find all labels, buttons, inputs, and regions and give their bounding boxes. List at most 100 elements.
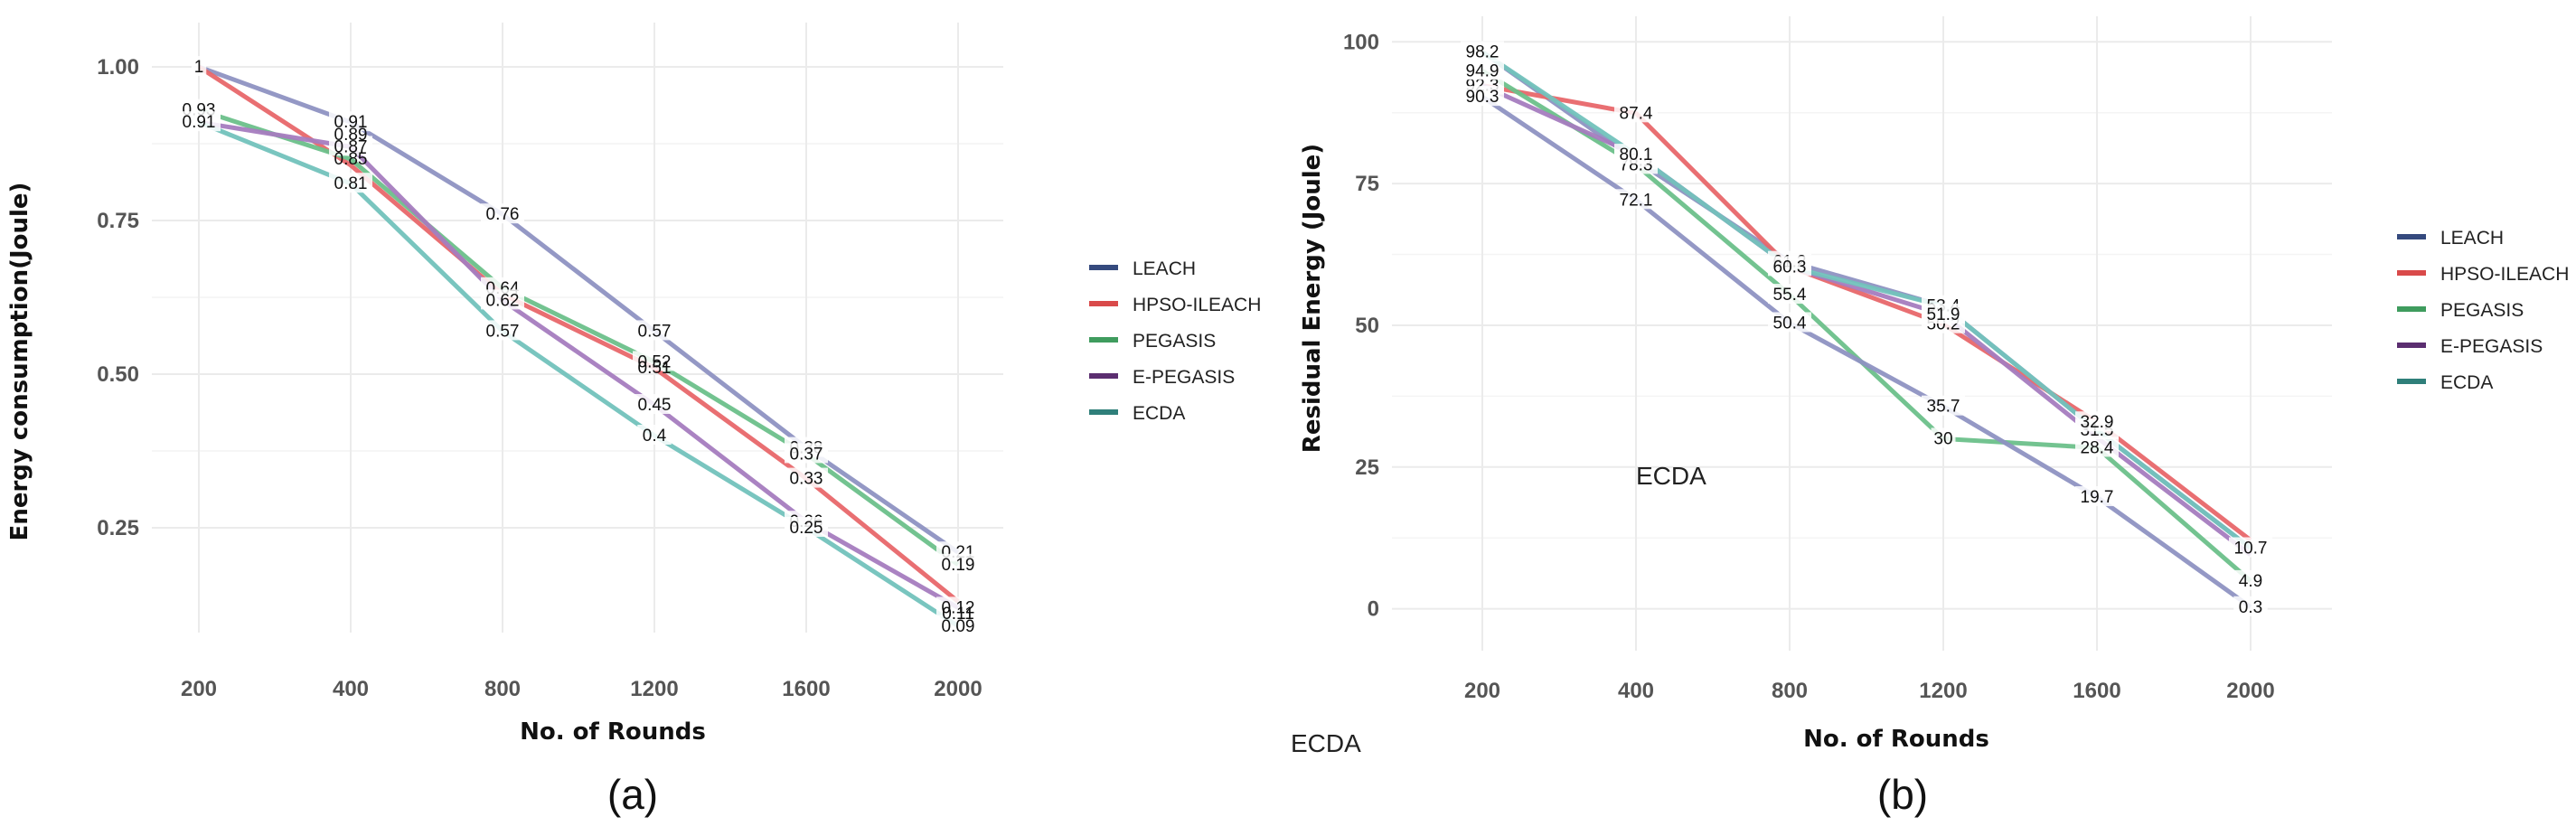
panel-b-data-label: 28.4 (2081, 438, 2114, 457)
panel-b-annotation-ecda: ECDA (1636, 462, 1706, 490)
panel-b-data-label-bg (1922, 395, 1965, 416)
panel-b-x-tick-label-2: 800 (1772, 679, 1808, 703)
panel-a-data-label-bg (936, 615, 980, 635)
panel-a-data-label-bg (191, 56, 207, 76)
panel-b-annotation-ecda-bottom: ECDA (1291, 729, 1361, 757)
panel-b-data-label: 32.9 (2081, 413, 2114, 432)
panel-a-y-tick-label-2: 0.75 (97, 209, 139, 233)
panel-a-legend-label-pegasis: PEGASIS (1133, 331, 1216, 352)
panel-a-data-label-bg (329, 136, 372, 156)
panel-a-legend-label-hpso-ileach: HPSO-ILEACH (1133, 295, 1261, 315)
panel-b-data-label: 19.7 (2081, 488, 2114, 507)
panel-a-data-label-bg (936, 596, 980, 617)
panel-a-x-axis-title: No. of Rounds (520, 718, 706, 746)
panel-a-x-tick-label-2: 800 (484, 677, 521, 701)
panel-a-series-line-pegasis (198, 108, 960, 567)
panel-a-data-label: 0.4 (643, 427, 667, 446)
panel-b-series-line-e-pegasis (1481, 83, 2252, 558)
panel-b-data-label-bg (1768, 284, 1811, 305)
panel-b-series-line-ecda (1481, 50, 2252, 550)
panel-b-data-label-bg (1614, 102, 1658, 123)
panel-b-legend-label-pegasis: PEGASIS (2440, 300, 2524, 321)
panel-a-data-label: 0.52 (638, 352, 672, 371)
panel-b-data-label-bg (1768, 312, 1811, 333)
panel-b-x-tick-label-4: 1600 (2073, 679, 2120, 703)
panel-b-data-label-bg (2233, 596, 2268, 616)
panel-a-x-tick-label-1: 400 (333, 677, 369, 701)
panel-b-data-label-bg (2075, 411, 2119, 432)
panel-a-extra-data-label: 0.11 (942, 605, 974, 624)
panel-b-legend-label-e-pegasis: E-PEGASIS (2440, 336, 2543, 357)
panel-b-data-label-bg (1768, 256, 1811, 277)
panel-b-data-label-bg (1614, 189, 1658, 210)
panel-a-data-label-bg (633, 394, 676, 414)
panel-a-label: (a) (607, 771, 658, 818)
panel-a-series-line-e-pegasis (198, 119, 960, 610)
panel-a-data-label: 0.09 (942, 617, 975, 636)
panel-a-extra-data-label: 0.51 (638, 359, 672, 378)
panel-a-data-label-bg (785, 517, 828, 537)
panel-b-data-label: 4.9 (2239, 572, 2262, 591)
panel-b-y-tick-label-0: 0 (1368, 597, 1379, 622)
panel-a-extra-data-label: 0.89 (334, 126, 368, 145)
panel-a-data-label-bg (637, 425, 672, 445)
panel-a-data-label: 0.19 (942, 556, 975, 575)
panel-b-x-tick-label-3: 1200 (1919, 679, 1967, 703)
panel-b-data-label: 98.2 (1466, 43, 1500, 62)
panel-b-legend-label-ecda: ECDA (2440, 372, 2493, 393)
panel-b-data-label: 50.4 (1773, 314, 1807, 333)
panel-a-data-label-bg (481, 203, 524, 224)
panel-a-data-label-bg (329, 111, 372, 132)
panel-b-data-label-bg (2233, 569, 2268, 590)
panel-b-x-axis-title: No. of Rounds (1803, 726, 1989, 753)
panel-a-y-tick-label-1: 0.50 (97, 362, 139, 387)
panel-a-data-label: 0.57 (638, 322, 672, 341)
panel-a-data-label: 0.12 (942, 598, 975, 617)
panel-a-data-label-bg (329, 173, 372, 193)
panel-a-x-tick-label-4: 1600 (782, 677, 830, 701)
panel-a-legend-label-ecda: ECDA (1133, 403, 1185, 424)
panel-b-data-label-bg (1931, 427, 1956, 448)
panel-b-y-tick-label-4: 100 (1343, 30, 1379, 54)
panel-b-x-tick-label-0: 200 (1464, 679, 1500, 703)
panel-b-data-label: 30 (1933, 429, 1952, 448)
panel-b-data-label: 0.3 (2239, 598, 2262, 617)
panel-b-data-label-bg (2229, 537, 2272, 558)
panel-a-legend-label-e-pegasis: E-PEGASIS (1133, 367, 1235, 388)
panel-a-x-tick-label-0: 200 (181, 677, 217, 701)
panel-a-data-label: 0.87 (334, 137, 368, 156)
panel-a-legend-label-leach: LEACH (1133, 258, 1196, 279)
panel-b-data-label: 90.3 (1466, 88, 1500, 107)
panel-b-x-tick-label-5: 2000 (2226, 679, 2274, 703)
panel-b-series-line-hpso-ileach (1481, 83, 2252, 542)
panel-b-data-label-bg (1461, 41, 1504, 61)
panel-a-data-label: 0.81 (334, 174, 368, 193)
panel-b-data-label-bg (2075, 486, 2119, 507)
panel-b-data-label-bg (1461, 86, 1504, 107)
panel-a-data-label: 0.91 (334, 113, 368, 132)
panel-a-data-label-bg (785, 467, 828, 488)
panel-a-data-label: 0.45 (638, 396, 672, 415)
panel-b-data-label: 72.1 (1620, 191, 1653, 210)
panel-a-extra-data-label: 0.85 (334, 150, 368, 169)
chart-panel-b: 025507510020040080012001600200098.279.16… (1343, 16, 2332, 703)
panel-a-data-label: 0.33 (790, 470, 823, 489)
chart-panel-a: 0.25 0.50 0.75 1.00 200 400 800 1200 1600 2000 1 0.… (97, 23, 1003, 701)
panel-b-y-tick-label-2: 50 (1355, 314, 1379, 338)
panel-b-x-tick-label-1: 400 (1618, 679, 1654, 703)
panel-b-data-label: 55.4 (1773, 286, 1807, 305)
panel-a-data-label: 0.91 (183, 113, 216, 132)
panel-a-x-tick-label-5: 2000 (934, 677, 982, 701)
panel-a-data-label: 0.37 (790, 445, 823, 464)
panel-b-y-tick-label-3: 75 (1355, 172, 1379, 196)
panel-a-data-label-bg (785, 443, 828, 464)
panel-a-y-tick-label-0: 0.25 (97, 516, 139, 540)
panel-b-legend-label-leach: LEACH (2440, 228, 2504, 249)
panel-b-data-label-bg (1614, 144, 1658, 164)
panel-a-data-label: 0.25 (790, 519, 823, 538)
panel-a-data-label: 0.62 (486, 291, 520, 310)
panel-b-data-label-bg (1922, 304, 1965, 324)
panel-a-data-label-bg (481, 289, 524, 310)
panel-a-data-label: 0.76 (486, 205, 520, 224)
